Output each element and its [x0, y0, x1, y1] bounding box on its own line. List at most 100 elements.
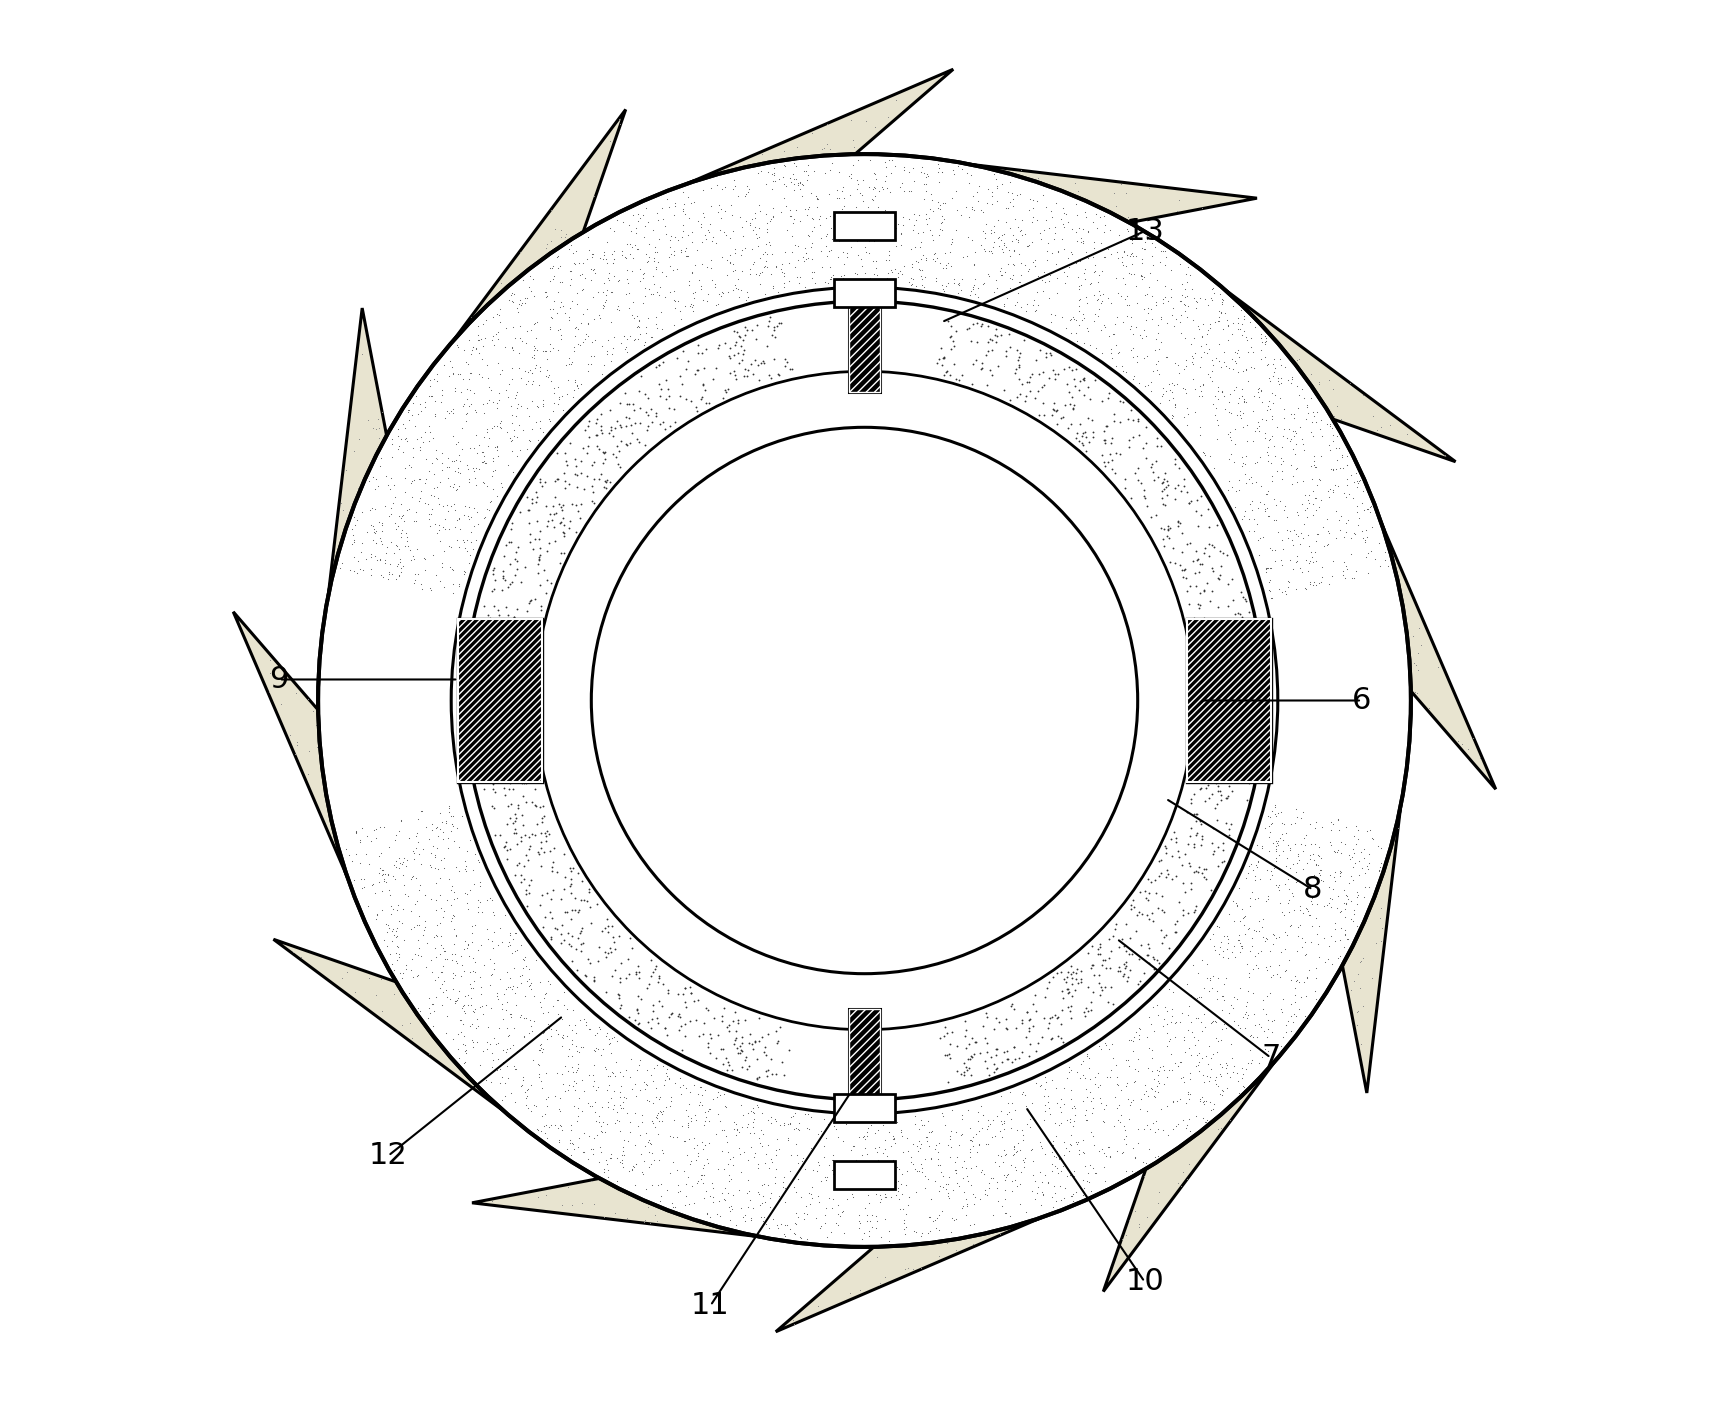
Point — [716, 346, 743, 368]
Point — [417, 483, 444, 506]
Point — [529, 1023, 557, 1045]
Point — [577, 244, 605, 266]
Point — [830, 1199, 858, 1222]
Point — [1094, 387, 1122, 409]
Point — [1117, 305, 1145, 328]
Point — [1343, 818, 1371, 841]
Point — [705, 195, 733, 217]
Point — [1245, 420, 1273, 443]
Point — [533, 340, 560, 363]
Point — [605, 392, 633, 415]
Point — [1300, 570, 1328, 593]
Point — [469, 471, 496, 493]
Point — [354, 409, 382, 432]
Point — [1155, 1030, 1183, 1052]
Point — [1281, 991, 1309, 1013]
Point — [389, 504, 417, 527]
Point — [659, 1195, 686, 1217]
Point — [1030, 1007, 1058, 1030]
Point — [707, 206, 735, 228]
Point — [991, 1118, 1018, 1140]
Point — [875, 1177, 903, 1199]
Point — [382, 567, 410, 590]
Point — [558, 1132, 586, 1154]
Point — [1290, 439, 1317, 461]
Point — [1295, 524, 1323, 546]
Point — [370, 427, 398, 450]
Point — [597, 130, 624, 153]
Point — [1027, 1135, 1055, 1157]
Point — [693, 283, 721, 305]
Point — [491, 1084, 519, 1107]
Point — [1005, 282, 1032, 304]
Point — [916, 1206, 944, 1229]
Point — [1143, 993, 1171, 1016]
Point — [802, 195, 830, 217]
Point — [1226, 403, 1254, 426]
Point — [1153, 485, 1181, 507]
Point — [947, 157, 975, 179]
Point — [906, 235, 934, 258]
Point — [942, 1159, 970, 1181]
Point — [1145, 1191, 1172, 1213]
Point — [847, 248, 875, 270]
Point — [500, 290, 527, 312]
Point — [514, 287, 541, 310]
Point — [543, 375, 571, 398]
Point — [1010, 1149, 1037, 1171]
Point — [418, 961, 446, 984]
Point — [1214, 329, 1241, 352]
Point — [635, 210, 662, 233]
Point — [1141, 235, 1169, 258]
Point — [896, 209, 923, 231]
Point — [1229, 360, 1257, 382]
Point — [356, 499, 384, 521]
Point — [693, 290, 721, 312]
Point — [1273, 855, 1300, 877]
Point — [491, 545, 519, 567]
Point — [648, 1139, 676, 1161]
Point — [1292, 897, 1319, 919]
Point — [797, 1184, 825, 1206]
Point — [813, 206, 840, 228]
Point — [960, 276, 987, 298]
Point — [987, 1100, 1015, 1122]
Point — [498, 356, 526, 378]
Point — [934, 272, 961, 294]
Point — [1179, 368, 1207, 391]
Point — [439, 904, 467, 926]
Point — [572, 328, 600, 350]
Point — [479, 772, 507, 794]
Point — [493, 317, 520, 339]
Point — [555, 922, 583, 944]
Point — [598, 1097, 626, 1119]
Point — [441, 479, 469, 502]
Point — [667, 384, 695, 406]
Point — [704, 293, 731, 315]
Point — [1181, 898, 1209, 920]
Point — [1094, 287, 1122, 310]
Point — [1188, 948, 1215, 971]
Point — [1098, 448, 1126, 471]
Point — [1044, 1024, 1072, 1047]
Point — [1328, 446, 1356, 468]
Point — [1117, 488, 1145, 510]
Point — [567, 507, 595, 530]
Point — [1228, 454, 1255, 476]
Point — [1186, 374, 1214, 396]
Point — [522, 778, 550, 800]
Point — [788, 247, 816, 269]
Point — [496, 289, 524, 311]
Point — [472, 506, 500, 528]
Point — [1036, 342, 1063, 364]
Point — [600, 252, 628, 275]
Point — [859, 161, 887, 184]
Point — [1081, 368, 1108, 391]
Point — [686, 1076, 714, 1098]
Point — [432, 455, 460, 478]
Point — [664, 984, 692, 1006]
Point — [1153, 476, 1181, 499]
Point — [503, 297, 531, 319]
Point — [481, 595, 508, 618]
Point — [496, 373, 524, 395]
